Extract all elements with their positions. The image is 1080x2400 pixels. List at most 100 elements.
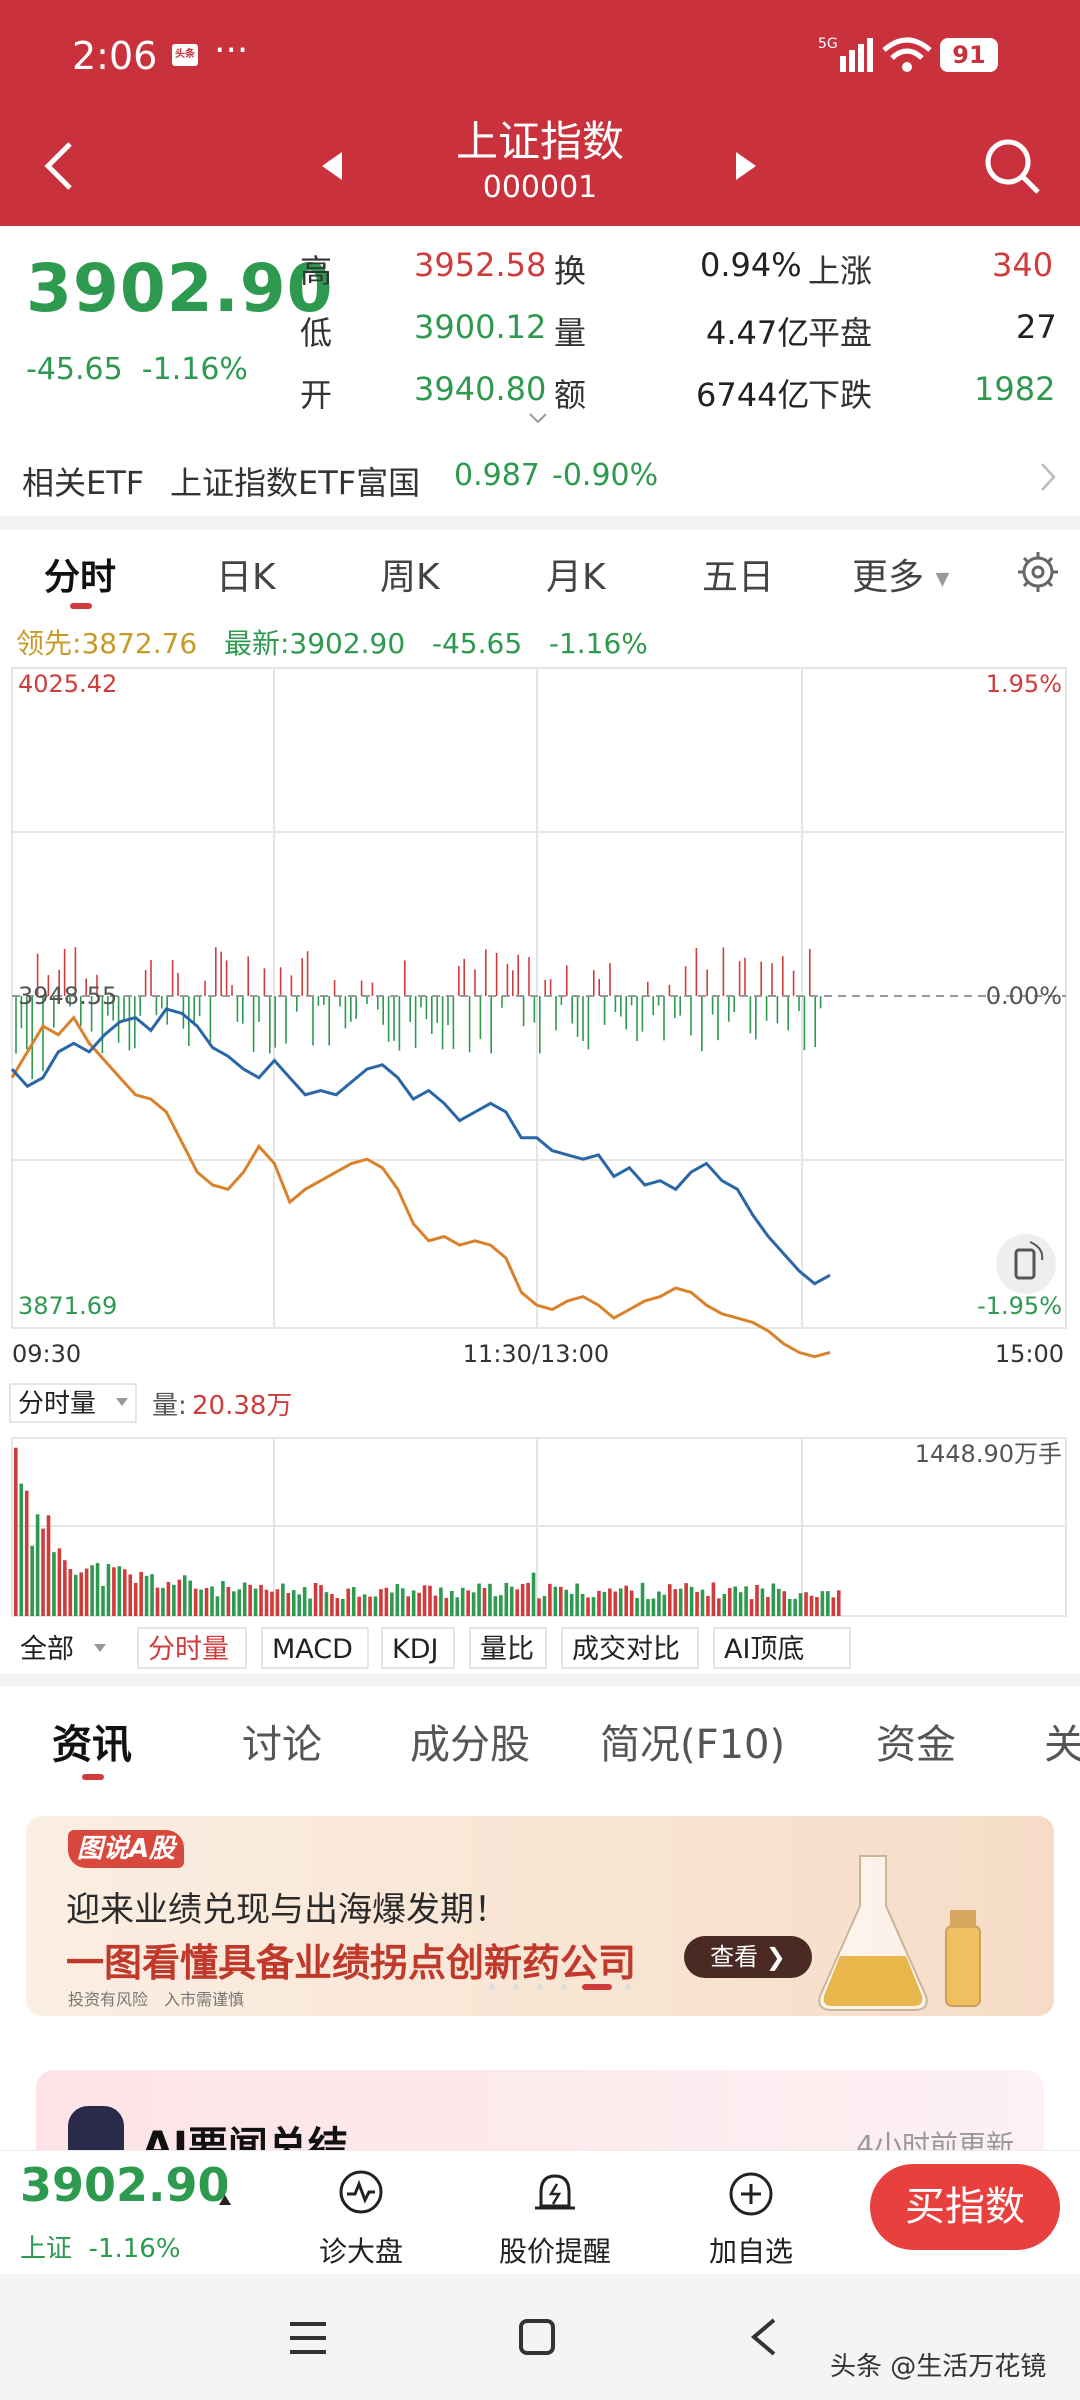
- rotate-screen-button[interactable]: [996, 1234, 1056, 1294]
- tab-funds[interactable]: 资金: [876, 1722, 956, 1768]
- tab-discussion[interactable]: 讨论: [242, 1722, 322, 1768]
- volume-bar: [297, 1594, 301, 1616]
- status-bar: 2:06 头条 ··· 5G 91: [0, 0, 1080, 110]
- tab-constituents[interactable]: 成分股: [410, 1722, 530, 1768]
- home-icon[interactable]: [518, 2318, 556, 2356]
- ai-card-updated-time: 4小时前更新: [856, 2129, 1014, 2150]
- volume-bar: [161, 1587, 165, 1616]
- tab-intraday[interactable]: 分时: [44, 557, 117, 598]
- banner-view-label: 查看: [710, 1943, 759, 1971]
- change-pct: -1.16%: [141, 352, 248, 387]
- next-stock-icon[interactable]: [732, 150, 760, 182]
- back-nav-icon[interactable]: [748, 2316, 778, 2358]
- gear-icon[interactable]: [1016, 550, 1060, 594]
- volume-bar: [123, 1569, 127, 1616]
- indicator-tab-2[interactable]: MACD: [261, 1627, 369, 1669]
- intraday-chart[interactable]: 4025.42 1.95% 3948.55 0.00% 3871.69 -1.9…: [0, 660, 1080, 1670]
- volume-bar: [182, 1575, 187, 1616]
- volume-bar: [270, 1591, 274, 1616]
- watermark: 头条 @生活万花镜: [830, 2352, 1047, 2382]
- volume-bar: [520, 1584, 525, 1616]
- volume-bar: [695, 1592, 699, 1616]
- indicator-tab-box: [713, 1627, 851, 1669]
- volume-selector[interactable]: 分时量: [9, 1383, 137, 1423]
- banner-headline: 一图看懂具备业绩拐点创新药公司: [66, 1941, 637, 1985]
- network-label: 5G: [818, 36, 838, 52]
- expand-chevron-icon[interactable]: [528, 412, 548, 426]
- volume-bar: [738, 1592, 743, 1616]
- volume-bar: [259, 1584, 263, 1616]
- volume-bar: [133, 1582, 138, 1616]
- volume-bar: [63, 1560, 67, 1616]
- volume-bar: [646, 1599, 650, 1616]
- indicator-tab-5[interactable]: 成交对比: [561, 1627, 699, 1669]
- banner-view-button[interactable]: 查看 ❯: [684, 1936, 812, 1978]
- indicator-tab-label: 分时量: [148, 1634, 229, 1665]
- tab-monthly-k[interactable]: 月K: [546, 557, 606, 598]
- tab-news[interactable]: 资讯: [52, 1722, 132, 1768]
- tab-related[interactable]: 关: [1044, 1722, 1080, 1768]
- pulse-chat-icon: [339, 2170, 383, 2214]
- volume-bar: [346, 1588, 351, 1616]
- volume-bar: [515, 1589, 519, 1616]
- volume-bar: [450, 1591, 454, 1616]
- tab-weekly-k[interactable]: 周K: [380, 557, 440, 598]
- bottom-stock-info: 上证 -1.16%: [20, 2228, 181, 2265]
- promo-banner[interactable]: 图说A股 迎来业绩兑现与出海爆发期！ 一图看懂具备业绩拐点创新药公司 查看 ❯ …: [26, 1816, 1054, 2016]
- tab-profile-f10[interactable]: 简况(F10): [600, 1722, 786, 1768]
- tab-more[interactable]: 更多 ▼: [852, 548, 949, 600]
- volume-bar: [689, 1586, 694, 1616]
- chevron-right-icon[interactable]: [1038, 460, 1058, 494]
- indicator-tab-6[interactable]: AI顶底: [713, 1627, 851, 1669]
- previous-stock-icon[interactable]: [318, 150, 346, 182]
- volume-bar: [144, 1575, 149, 1616]
- related-etf-row[interactable]: [0, 446, 1080, 516]
- add-watchlist-button[interactable]: 加自选: [676, 2168, 826, 2270]
- volume-bar: [580, 1593, 585, 1616]
- volume-bar: [368, 1596, 372, 1616]
- volume-value: 20.38万: [192, 1391, 292, 1421]
- menu-icon[interactable]: [288, 2320, 328, 2356]
- volume-bar: [711, 1582, 716, 1616]
- search-icon[interactable]: [982, 136, 1042, 196]
- latest-change: -45.65: [431, 627, 523, 660]
- volume-bar: [542, 1595, 547, 1616]
- x-label-close: 15:00: [995, 1340, 1064, 1368]
- indicator-tab-4[interactable]: 量比: [469, 1627, 547, 1669]
- section-divider: [0, 516, 1080, 530]
- volume-bar: [128, 1574, 133, 1616]
- ai-robot-icon: [68, 2106, 124, 2150]
- diagnose-market-button[interactable]: 诊大盘: [286, 2168, 436, 2270]
- volume-bar: [57, 1548, 62, 1616]
- volume-bar: [531, 1572, 536, 1616]
- volume-bar: [166, 1581, 171, 1616]
- volume-bar: [95, 1563, 100, 1616]
- volume-bar: [836, 1590, 841, 1616]
- tab-five-day[interactable]: 五日: [702, 557, 775, 598]
- volume-bar: [733, 1586, 737, 1616]
- volume-bar: [242, 1582, 247, 1616]
- buy-index-button[interactable]: 买指数: [870, 2164, 1060, 2250]
- volume-bar: [559, 1586, 563, 1616]
- page-title: 上证指数: [455, 117, 624, 166]
- price-alert-button[interactable]: 股价提醒: [480, 2168, 630, 2270]
- high-label: 高: [300, 252, 333, 290]
- volume-bar: [237, 1589, 242, 1616]
- indicator-tab-3[interactable]: KDJ: [381, 1627, 455, 1669]
- volume-bar: [651, 1598, 656, 1616]
- ai-news-summary-card[interactable]: AI要闻总结 4小时前更新: [36, 2070, 1044, 2150]
- etf-label: 相关ETF: [22, 464, 145, 502]
- volume-bar: [509, 1586, 514, 1616]
- back-icon[interactable]: [38, 138, 82, 194]
- tab-daily-k[interactable]: 日K: [216, 557, 276, 598]
- low-value: 3900.12: [414, 308, 547, 346]
- volume-bar: [313, 1582, 318, 1616]
- amount-value: 6744亿: [696, 376, 810, 414]
- volume-bar: [84, 1568, 89, 1616]
- indicator-tab-0[interactable]: 全部: [10, 1628, 122, 1668]
- etf-change-pct: -0.90%: [552, 458, 659, 493]
- volume-bar: [177, 1579, 182, 1616]
- indicator-tab-1[interactable]: 分时量: [137, 1627, 247, 1669]
- indicator-tab-box: [10, 1628, 122, 1668]
- volume-bar: [117, 1566, 122, 1616]
